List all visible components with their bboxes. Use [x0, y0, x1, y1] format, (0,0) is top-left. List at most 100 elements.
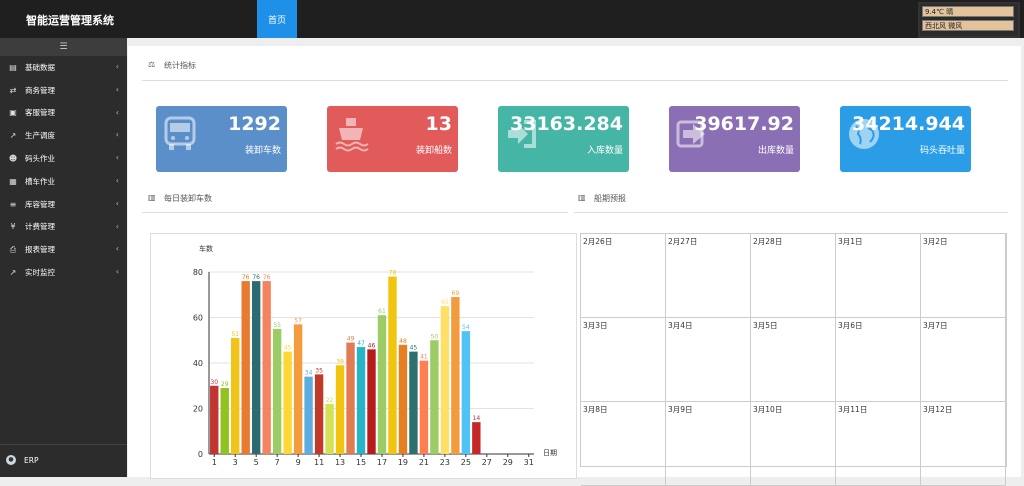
calendar-day[interactable]: 3月3日: [581, 318, 666, 402]
calendar-day[interactable]: 3月10日: [751, 402, 836, 486]
calendar-day[interactable]: 2月27日: [666, 234, 751, 318]
calendar-day[interactable]: 3月8日: [581, 402, 666, 486]
calendar-day[interactable]: 3月4日: [666, 318, 751, 402]
weather-widget: 9.4℃ 晴 西北风 微风: [918, 2, 1020, 38]
x-tick-label: 3: [233, 458, 238, 467]
handshake-icon: ⇄: [9, 85, 17, 95]
bar[interactable]: [325, 403, 334, 454]
bar-value-label: 48: [399, 338, 407, 345]
stat-card: 39617.92 出库数量: [669, 106, 800, 172]
bar[interactable]: [293, 324, 303, 454]
y-tick-label: 0: [198, 450, 203, 459]
bar[interactable]: [262, 281, 271, 454]
area-chart-icon: ↗: [9, 268, 17, 278]
sidebar-item-label: 计费管理: [25, 222, 55, 232]
bar[interactable]: [451, 297, 460, 454]
bar[interactable]: [283, 351, 292, 454]
calendar-day[interactable]: 2月28日: [751, 234, 836, 318]
sidebar-item-2[interactable]: ▣ 客服管理 ‹: [0, 102, 127, 125]
bar[interactable]: [272, 328, 282, 454]
daily-chart: 0 20 40 60 80 车数 日期 1 3 5 7 9 11 13 15 17 19 21 23 25 27 29 31…: [150, 233, 577, 479]
calendar-day[interactable]: 3月6日: [836, 318, 921, 402]
sidebar-item-7[interactable]: ¥ 计费管理 ‹: [0, 216, 127, 239]
calendar-date: 3月11日: [838, 405, 868, 414]
calendar-date: 3月9日: [668, 405, 693, 414]
sidebar-item-6[interactable]: ≡ 库容管理 ‹: [0, 193, 127, 216]
stat-card: 33163.284 入库数量: [498, 106, 629, 172]
calendar-date: 3月3日: [583, 321, 608, 330]
calendar-day[interactable]: 3月7日: [921, 318, 1006, 402]
stat-label: 出库数量: [757, 146, 794, 156]
sidebar-item-5[interactable]: ▦ 槽车作业 ‹: [0, 170, 127, 193]
calendar-date: 3月7日: [923, 321, 948, 330]
bar[interactable]: [472, 422, 481, 454]
bar-value-label: 76: [242, 274, 250, 281]
bar[interactable]: [409, 351, 418, 454]
calendar-date: 3月4日: [668, 321, 693, 330]
weather-temperature: 9.4℃ 晴: [922, 6, 1014, 17]
stat-value: 13: [425, 113, 452, 135]
calendar-day[interactable]: 3月1日: [836, 234, 921, 318]
bar[interactable]: [304, 376, 313, 454]
bar-value-label: 45: [410, 345, 418, 352]
bar[interactable]: [419, 360, 429, 454]
bar-value-label: 34: [305, 370, 313, 377]
bar-value-label: 61: [378, 308, 386, 315]
bar[interactable]: [356, 347, 366, 454]
calendar-day[interactable]: 3月9日: [666, 402, 751, 486]
sidebar-footer-erp[interactable]: ● ERP: [0, 444, 127, 469]
bar-value-label: 50: [431, 333, 439, 340]
sidebar-item-9[interactable]: ↗ 实时监控 ‹: [0, 261, 127, 284]
bar-value-label: 45: [284, 345, 292, 352]
sidebar-item-0[interactable]: ▤ 基础数据 ‹: [0, 56, 127, 79]
bar-value-label: 78: [389, 270, 397, 277]
bar[interactable]: [314, 374, 324, 454]
x-tick-label: 27: [482, 458, 492, 467]
sidebar-item-1[interactable]: ⇄ 商务管理 ‹: [0, 79, 127, 102]
x-tick-label: 9: [296, 458, 301, 467]
bar[interactable]: [461, 331, 471, 454]
bar[interactable]: [220, 388, 229, 454]
calendar-day[interactable]: 3月11日: [836, 402, 921, 486]
calendar-day[interactable]: 2月26日: [581, 234, 666, 318]
bar-value-label: 49: [347, 336, 355, 343]
bar[interactable]: [251, 281, 261, 454]
calendar-day[interactable]: 3月5日: [751, 318, 836, 402]
bar[interactable]: [210, 385, 219, 454]
bus-icon: [162, 114, 198, 154]
globe-icon: [846, 114, 882, 154]
calendar-day[interactable]: 3月2日: [921, 234, 1006, 318]
x-tick-label: 5: [254, 458, 259, 467]
y-axis-title: 车数: [199, 244, 213, 253]
bar[interactable]: [231, 337, 240, 454]
calendar-date: 2月26日: [583, 237, 613, 246]
worker-icon: ☻: [8, 154, 18, 164]
bar[interactable]: [398, 344, 408, 454]
sidebar-item-3[interactable]: ↗ 生产调度 ‹: [0, 124, 127, 147]
bar[interactable]: [367, 349, 376, 454]
y-tick-label: 20: [193, 405, 203, 414]
bar[interactable]: [346, 342, 355, 454]
tab-home[interactable]: 首页: [257, 0, 297, 38]
calendar-day[interactable]: 3月12日: [921, 402, 1006, 486]
bar[interactable]: [241, 281, 250, 454]
stat-card: 34214.944 码头吞吐量: [840, 106, 971, 172]
calendar-date: 3月1日: [838, 237, 863, 246]
yen-icon: ¥: [10, 222, 16, 232]
bar[interactable]: [377, 315, 387, 454]
bar-value-label: 69: [452, 290, 460, 297]
sidebar-item-label: 码头作业: [25, 154, 55, 164]
x-tick-label: 13: [335, 458, 345, 467]
bar[interactable]: [440, 306, 450, 454]
sidebar-item-4[interactable]: ☻ 码头作业 ‹: [0, 147, 127, 170]
bar-value-label: 47: [357, 340, 365, 347]
bar[interactable]: [388, 276, 397, 454]
bar-value-label: 30: [210, 379, 218, 386]
bar[interactable]: [430, 340, 439, 454]
sidebar-item-8[interactable]: ⎙ 报表管理 ‹: [0, 238, 127, 261]
sidebar-item-label: 库容管理: [25, 199, 55, 209]
chevron-left-icon: ‹: [115, 153, 119, 163]
menu-icon[interactable]: ☰: [0, 38, 127, 56]
bar[interactable]: [335, 365, 345, 454]
